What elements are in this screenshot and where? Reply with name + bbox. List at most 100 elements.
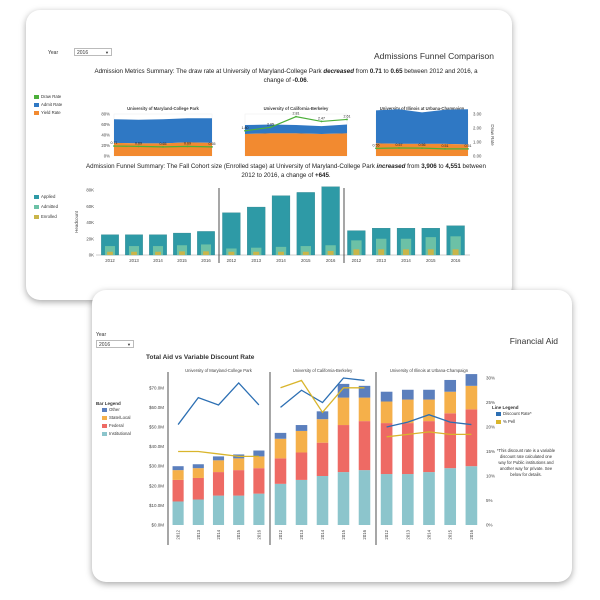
draw-rate-label: 0.69 <box>184 141 191 145</box>
other-bar <box>212 456 225 461</box>
legend-label: Admit Rate <box>41 102 63 107</box>
state-local-bar <box>380 401 393 424</box>
draw-rate-point <box>421 147 423 150</box>
legend-swatch <box>102 415 107 420</box>
draw-rate-point <box>375 147 377 150</box>
year-dropdown[interactable]: 2016 ▼ <box>96 340 134 348</box>
legend-label: Draw Rate <box>41 94 62 99</box>
pell-line <box>178 450 259 458</box>
legend-label: Institutional <box>109 431 131 436</box>
state-local-bar <box>192 468 204 478</box>
admit-rate-area <box>376 109 468 145</box>
x-tick-label: 2016 <box>451 258 461 263</box>
financial-aid-chart: $0.0M $10.0M $20.0M $30.0M $40.0M $50.0M $60.0… <box>149 368 495 545</box>
enrolled-bar <box>203 251 209 255</box>
draw-rate-point <box>444 147 446 150</box>
institutional-bar <box>358 470 371 525</box>
line-legend-item-1: % Pell <box>496 419 515 424</box>
other-bar <box>423 389 435 400</box>
legend-label: State/Local <box>109 415 131 420</box>
y2-tick-label: 1.00 <box>473 140 482 145</box>
x-tick-label: 2014 <box>320 529 325 539</box>
x-tick-label: 2015 <box>341 529 346 539</box>
x-tick-label: 2014 <box>276 258 286 263</box>
other-bar <box>444 379 457 392</box>
federal-bar <box>274 458 287 484</box>
chart-subtitle: Total Aid vs Variable Discount Rate <box>146 354 255 361</box>
institutional-bar <box>316 476 329 525</box>
discount-rate-line <box>177 381 260 425</box>
state-local-bar <box>316 419 329 443</box>
admission-funnel-summary: Admission Funnel Summary: The Fall Cohor… <box>86 163 486 179</box>
bar-legend-item-1: State/Local <box>102 415 131 420</box>
draw-rate-label: 0.69 <box>135 141 142 145</box>
yield-rate-area <box>376 143 468 156</box>
y-tick-label: $0.0M <box>151 523 164 528</box>
federal-bar <box>465 409 478 467</box>
admit-rate-area <box>114 118 212 144</box>
federal-bar <box>253 468 265 494</box>
other-bar <box>465 374 478 386</box>
year-dropdown[interactable]: 2016 ▼ <box>74 48 112 56</box>
draw-rate-point <box>211 146 213 148</box>
other-bar <box>358 385 371 398</box>
institutional-bar <box>192 499 204 525</box>
y-tick-label: $30.0M <box>149 464 164 469</box>
y2-tick-label: 10% <box>486 474 495 479</box>
draw-rate-point <box>162 146 164 148</box>
state-local-bar <box>401 399 414 424</box>
financial-aid-card: Year 2016 ▼ Financial Aid Total Aid vs V… <box>92 290 572 582</box>
federal-bar <box>212 472 225 496</box>
draw-rate-label: 0.57 <box>396 143 403 147</box>
enrolled-bar <box>327 250 334 255</box>
admission-funnel-chart: 0K 20K 40K 60K 80K Headcount 2012 2013 2014 2015 2… <box>74 186 470 263</box>
draw-rate-label: 0.51 <box>465 144 472 148</box>
metrics-legend-item-2: Yield Rate <box>34 110 61 115</box>
legend-swatch <box>102 431 107 436</box>
y2-tick-label: 25% <box>486 400 495 405</box>
x-tick-label: 2013 <box>405 529 410 539</box>
federal-bar <box>172 479 184 502</box>
y-tick-label: 20K <box>86 236 94 241</box>
funnel-legend-item-2: Enrolled <box>34 214 57 219</box>
y-tick-label: $10.0M <box>149 503 164 508</box>
y2-tick-label: 5% <box>486 498 493 503</box>
draw-rate-point <box>113 145 115 147</box>
y-tick-label: 80% <box>101 112 110 117</box>
state-local-bar <box>423 399 435 422</box>
x-tick-label: 2013 <box>299 529 304 539</box>
legend-swatch <box>34 94 39 99</box>
y2-tick-label: 30% <box>486 376 495 381</box>
legend-swatch <box>496 419 501 424</box>
year-label: Year <box>96 332 107 338</box>
legend-label: Discount Rate* <box>503 411 532 416</box>
legend-swatch <box>34 110 39 115</box>
draw-rate-label: 2.47 <box>318 116 325 120</box>
institutional-bar <box>172 501 184 525</box>
x-tick-label: 2016 <box>362 529 367 539</box>
institutional-bar <box>233 495 245 525</box>
institutional-bar <box>274 483 287 525</box>
y2-tick-label: 2.00 <box>473 126 482 131</box>
state-local-bar <box>295 430 308 453</box>
federal-bar <box>444 413 457 469</box>
institutional-bar <box>295 479 308 525</box>
x-tick-label: 2016 <box>326 258 336 263</box>
admission-metrics-summary: Admission Metrics Summary: The draw rate… <box>94 68 478 84</box>
state-local-bar <box>465 385 478 410</box>
x-tick-label: 2013 <box>129 258 139 263</box>
applied-bar <box>321 186 340 256</box>
draw-rate-label: 1.80 <box>242 126 249 130</box>
admitted-bar <box>200 244 212 255</box>
discount-rate-line <box>280 377 365 408</box>
line-legend-item-0: Discount Rate* <box>496 411 532 416</box>
panel-title: University of Maryland-College Park <box>127 106 199 111</box>
legend-swatch <box>496 411 501 416</box>
bar-legend-item-0: Other <box>102 407 120 412</box>
draw-rate-label: 2.61 <box>344 114 351 118</box>
institutional-bar <box>444 468 457 525</box>
y-tick-label: 80K <box>86 188 94 193</box>
applied-bar <box>296 192 315 256</box>
other-bar <box>172 466 184 471</box>
institutional-bar <box>423 472 435 525</box>
